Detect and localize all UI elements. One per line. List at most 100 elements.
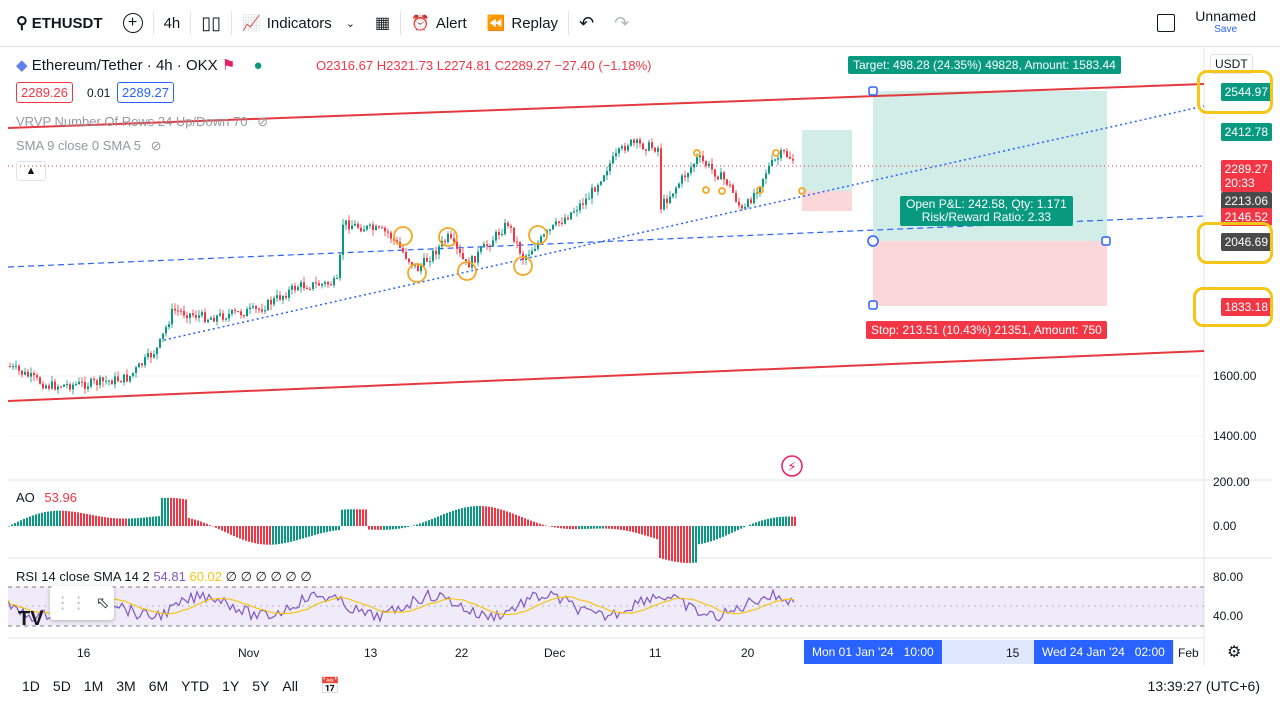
candle-body	[408, 258, 410, 263]
candle-body	[285, 295, 287, 298]
flag-icon[interactable]: ⚑	[221, 57, 236, 74]
ao-bar	[272, 526, 274, 545]
candle-body	[318, 283, 320, 286]
ao-bar	[455, 509, 457, 526]
ao-bar	[656, 526, 658, 540]
candle-body	[24, 371, 26, 375]
range-button-all[interactable]: All	[282, 677, 298, 694]
vrvp-legend[interactable]: VRVP Number Of Rows 24 Up/Down 70 ⊘	[16, 114, 268, 130]
ao-bar	[95, 515, 97, 526]
candle-body	[312, 282, 314, 289]
replay-button[interactable]: ⏪ Replay	[477, 0, 568, 46]
ao-bar	[341, 509, 343, 526]
ao-bar	[191, 518, 193, 526]
ao-bar	[431, 518, 433, 526]
candle-body	[543, 234, 545, 237]
candle-body	[342, 224, 344, 255]
candle-body	[351, 225, 353, 230]
cursor-icon[interactable]: ⬁	[95, 595, 110, 612]
ao-bar	[152, 516, 154, 526]
range-button-1m[interactable]: 1M	[83, 677, 104, 694]
interval-button[interactable]: 4h	[154, 0, 191, 46]
ao-bar	[563, 526, 565, 529]
layout-name-button[interactable]: Unnamed Save	[1185, 0, 1280, 46]
alert-button[interactable]: ⏰ Alert	[401, 0, 477, 46]
alarm-icon: ⏰	[411, 15, 430, 32]
candle-body	[663, 198, 665, 210]
ao-bar	[224, 526, 226, 532]
range-button-ytd[interactable]: YTD	[181, 677, 210, 694]
eye-hidden-icon[interactable]: ⊘	[257, 114, 268, 129]
price-chart[interactable]: ⚡	[8, 48, 1272, 666]
ao-bar	[266, 526, 268, 545]
ao-bar	[650, 526, 652, 538]
indicators-button[interactable]: 📈 Indicators ⌄	[232, 0, 365, 46]
sma-legend[interactable]: SMA 9 close 0 SMA 5 ⊘	[16, 138, 162, 154]
ao-bar	[326, 526, 328, 532]
ao-bar	[686, 526, 688, 563]
ohlc-low: L2274.81	[436, 58, 491, 73]
compare-button[interactable]: +	[113, 0, 153, 46]
candle-body	[192, 313, 194, 316]
ao-bar	[506, 511, 508, 526]
stop-zone[interactable]	[873, 241, 1107, 306]
currency-button[interactable]: USDT	[1210, 54, 1253, 74]
range-button-1d[interactable]: 1D	[22, 677, 40, 694]
symbol-label: ETHUSDT	[31, 14, 103, 32]
symbol-search[interactable]: ⚲ ETHUSDT	[0, 0, 113, 46]
candle-body	[51, 381, 53, 389]
divider	[231, 11, 233, 35]
ao-bar	[380, 526, 382, 530]
chart-settings-icon[interactable]: ⚙	[1227, 644, 1242, 661]
undo-button[interactable]: ↶	[569, 0, 604, 46]
buy-price-box[interactable]: 2289.27	[117, 82, 174, 103]
ao-bar	[590, 526, 592, 529]
candle-body	[495, 231, 497, 241]
ao-bar	[41, 512, 43, 526]
channel-lower-line[interactable]	[8, 350, 1205, 402]
date-range-icon[interactable]: 📅	[319, 677, 340, 695]
range-button-6m[interactable]: 6M	[148, 677, 169, 694]
range-button-3m[interactable]: 3M	[116, 677, 136, 694]
candle-body	[639, 139, 641, 144]
candle-body	[405, 252, 407, 259]
highlight-entry	[1197, 222, 1273, 264]
floating-toolbar[interactable]: ⋮⋮ ⬁	[50, 586, 114, 620]
candle-body	[681, 175, 683, 184]
ao-bar	[434, 517, 436, 526]
sell-price-box[interactable]: 2289.26	[16, 82, 73, 103]
redo-button[interactable]: ↷	[604, 0, 639, 46]
candle-body	[714, 169, 716, 177]
candle-body	[246, 308, 248, 317]
eye-hidden-icon[interactable]: ⊘	[150, 138, 162, 153]
candle-body	[558, 221, 560, 223]
lightning-icon[interactable]: ⚡	[781, 455, 803, 477]
candle-body	[300, 282, 302, 288]
chart-type-button[interactable]: ▯▯	[191, 0, 231, 46]
clock[interactable]: 13:39:27 (UTC+6)	[1147, 677, 1260, 694]
drag-handle-icon[interactable]: ⋮⋮	[54, 595, 87, 612]
small-stop-zone	[802, 191, 852, 211]
rsi-line	[8, 588, 795, 623]
ao-level-0: 0.00	[1213, 519, 1237, 533]
templates-button[interactable]: ▦	[365, 0, 400, 46]
ohlc-high: H2321.73	[376, 58, 434, 73]
position-handles[interactable]	[867, 86, 1111, 310]
range-button-5d[interactable]: 5D	[52, 677, 71, 694]
time-label: 15	[1006, 646, 1020, 660]
ao-bar	[608, 526, 610, 529]
ao-bar	[557, 526, 559, 528]
candle-body	[180, 310, 182, 312]
layout-checkbox[interactable]	[1147, 0, 1185, 46]
candle-body	[771, 160, 773, 166]
ao-bar	[239, 526, 241, 539]
ao-bar	[305, 526, 307, 538]
range-button-5y[interactable]: 5Y	[252, 677, 270, 694]
range-button-1y[interactable]: 1Y	[222, 677, 240, 694]
candle-body	[162, 333, 164, 339]
channel-upper-line[interactable]	[8, 83, 1205, 129]
ao-bar	[419, 523, 421, 526]
collapse-legend-button[interactable]: ▲	[16, 161, 46, 181]
candle-body	[102, 377, 104, 382]
ao-level-200: 200.00	[1213, 475, 1250, 489]
